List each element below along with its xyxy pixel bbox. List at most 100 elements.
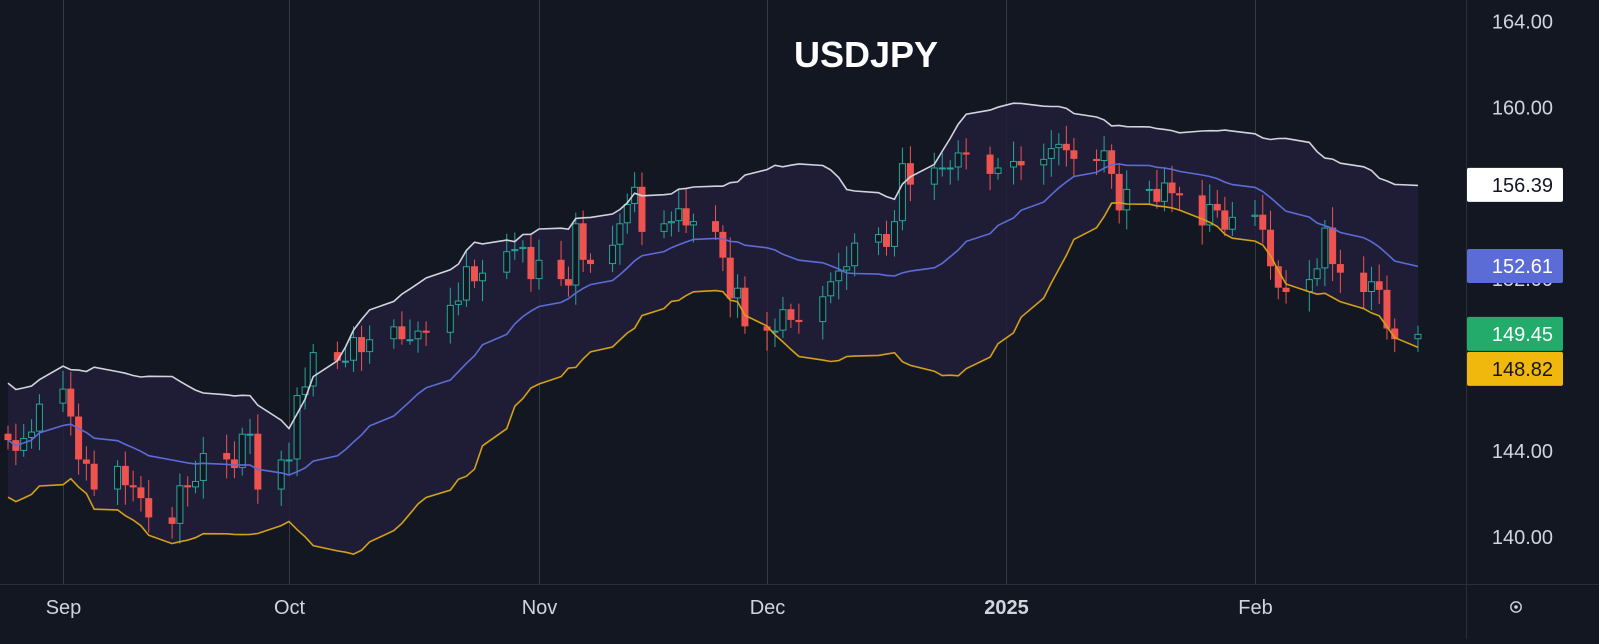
candle[interactable] bbox=[446, 287, 454, 344]
candle[interactable] bbox=[145, 479, 153, 533]
candle[interactable] bbox=[1010, 141, 1018, 185]
candle[interactable] bbox=[191, 460, 199, 494]
candle[interactable] bbox=[1017, 146, 1025, 181]
candle[interactable] bbox=[1145, 180, 1153, 206]
settings-gear-icon[interactable] bbox=[1510, 601, 1522, 613]
candle[interactable] bbox=[564, 266, 572, 297]
candle[interactable] bbox=[1176, 186, 1184, 211]
candle[interactable] bbox=[358, 325, 366, 371]
candle[interactable] bbox=[623, 193, 631, 234]
candle[interactable] bbox=[75, 403, 83, 475]
candle[interactable] bbox=[994, 158, 1002, 180]
candle[interactable] bbox=[795, 303, 803, 334]
candle[interactable] bbox=[527, 235, 535, 292]
candle[interactable] bbox=[199, 436, 207, 499]
candle[interactable] bbox=[682, 188, 690, 233]
candle[interactable] bbox=[285, 442, 293, 474]
candle[interactable] bbox=[787, 303, 795, 328]
candle[interactable] bbox=[4, 425, 12, 450]
candle[interactable] bbox=[1251, 200, 1259, 227]
time-axis[interactable]: Sep Oct Nov Dec 2025 Feb bbox=[46, 597, 1273, 619]
candle[interactable] bbox=[454, 282, 462, 316]
candle[interactable] bbox=[1367, 266, 1375, 311]
candle[interactable] bbox=[137, 475, 145, 512]
candle[interactable] bbox=[254, 414, 262, 504]
candle[interactable] bbox=[954, 140, 962, 181]
candle[interactable] bbox=[835, 252, 843, 300]
candle[interactable] bbox=[586, 253, 594, 273]
candle[interactable] bbox=[1383, 275, 1391, 340]
candle[interactable] bbox=[1055, 133, 1063, 166]
candle[interactable] bbox=[223, 434, 231, 479]
candle[interactable] bbox=[1100, 136, 1108, 173]
candle[interactable] bbox=[462, 251, 470, 307]
candle[interactable] bbox=[535, 239, 543, 290]
candle[interactable] bbox=[986, 146, 994, 191]
candle[interactable] bbox=[1228, 201, 1236, 236]
candle[interactable] bbox=[1221, 196, 1229, 237]
candle[interactable] bbox=[631, 172, 639, 213]
candle[interactable] bbox=[28, 419, 36, 449]
candle[interactable] bbox=[398, 311, 406, 345]
candle[interactable] bbox=[511, 232, 519, 260]
candle[interactable] bbox=[184, 476, 192, 507]
candle[interactable] bbox=[1123, 170, 1131, 230]
candle[interactable] bbox=[176, 473, 184, 544]
candle[interactable] bbox=[938, 152, 946, 177]
candle[interactable] bbox=[503, 233, 511, 280]
candle[interactable] bbox=[114, 460, 122, 506]
candle[interactable] bbox=[341, 346, 349, 368]
candle[interactable] bbox=[59, 370, 67, 412]
candle[interactable] bbox=[843, 246, 851, 290]
candle[interactable] bbox=[726, 237, 734, 318]
candle[interactable] bbox=[667, 211, 675, 237]
candle[interactable] bbox=[609, 225, 617, 273]
candle[interactable] bbox=[1062, 125, 1070, 167]
candle[interactable] bbox=[779, 296, 787, 338]
candle[interactable] bbox=[90, 450, 98, 496]
candle[interactable] bbox=[741, 276, 749, 334]
candle[interactable] bbox=[479, 259, 487, 302]
candle[interactable] bbox=[557, 240, 565, 286]
candle[interactable] bbox=[898, 147, 906, 231]
candle[interactable] bbox=[333, 341, 341, 369]
candle[interactable] bbox=[129, 470, 137, 502]
candle[interactable] bbox=[1115, 163, 1123, 224]
candle[interactable] bbox=[1198, 179, 1206, 245]
candle[interactable] bbox=[82, 446, 90, 481]
candle[interactable] bbox=[689, 213, 697, 243]
candle[interactable] bbox=[719, 225, 727, 272]
candle[interactable] bbox=[579, 210, 587, 273]
candle[interactable] bbox=[675, 188, 683, 233]
candle[interactable] bbox=[660, 210, 668, 239]
candle[interactable] bbox=[1414, 325, 1422, 352]
candle[interactable] bbox=[422, 321, 430, 346]
candle[interactable] bbox=[1259, 194, 1267, 244]
candle[interactable] bbox=[1070, 138, 1078, 177]
candle[interactable] bbox=[1093, 149, 1101, 175]
candle[interactable] bbox=[1336, 249, 1344, 293]
candle[interactable] bbox=[238, 427, 246, 476]
candle[interactable] bbox=[1360, 256, 1368, 310]
candle[interactable] bbox=[906, 146, 914, 202]
candle[interactable] bbox=[946, 160, 954, 185]
candle[interactable] bbox=[883, 220, 890, 256]
candle[interactable] bbox=[1047, 130, 1055, 177]
candle[interactable] bbox=[1391, 318, 1399, 353]
candle[interactable] bbox=[309, 344, 317, 397]
candle-series[interactable] bbox=[4, 125, 1422, 544]
candle[interactable] bbox=[414, 321, 422, 353]
candle[interactable] bbox=[851, 233, 859, 277]
candle[interactable] bbox=[1168, 165, 1176, 213]
candle[interactable] bbox=[168, 506, 176, 539]
candle[interactable] bbox=[1282, 270, 1290, 304]
candle[interactable] bbox=[1213, 189, 1221, 218]
candle[interactable] bbox=[763, 312, 771, 351]
candle[interactable] bbox=[616, 213, 624, 265]
candle[interactable] bbox=[390, 319, 398, 349]
candle[interactable] bbox=[734, 274, 742, 318]
candle[interactable] bbox=[890, 210, 898, 257]
candle[interactable] bbox=[1329, 207, 1337, 281]
candle[interactable] bbox=[246, 418, 254, 455]
